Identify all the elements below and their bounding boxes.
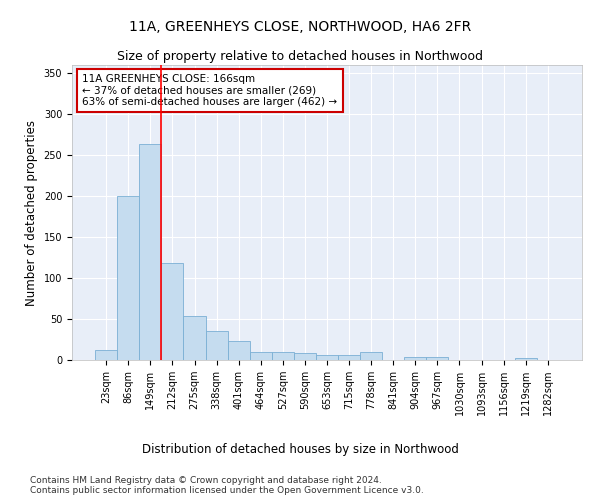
- Y-axis label: Number of detached properties: Number of detached properties: [25, 120, 38, 306]
- Text: Distribution of detached houses by size in Northwood: Distribution of detached houses by size …: [142, 442, 458, 456]
- Bar: [338, 355, 360, 360]
- Bar: [404, 356, 427, 360]
- Bar: [95, 350, 117, 360]
- Bar: [161, 264, 184, 360]
- Bar: [184, 316, 206, 360]
- Bar: [139, 144, 161, 360]
- Bar: [294, 354, 316, 360]
- Bar: [360, 352, 382, 360]
- Bar: [427, 356, 448, 360]
- Bar: [227, 341, 250, 360]
- Bar: [316, 355, 338, 360]
- Bar: [117, 196, 139, 360]
- Text: 11A, GREENHEYS CLOSE, NORTHWOOD, HA6 2FR: 11A, GREENHEYS CLOSE, NORTHWOOD, HA6 2FR: [129, 20, 471, 34]
- Bar: [515, 358, 537, 360]
- Bar: [272, 352, 294, 360]
- Text: Contains HM Land Registry data © Crown copyright and database right 2024.
Contai: Contains HM Land Registry data © Crown c…: [30, 476, 424, 495]
- Bar: [206, 332, 227, 360]
- Text: Size of property relative to detached houses in Northwood: Size of property relative to detached ho…: [117, 50, 483, 63]
- Bar: [250, 352, 272, 360]
- Text: 11A GREENHEYS CLOSE: 166sqm
← 37% of detached houses are smaller (269)
63% of se: 11A GREENHEYS CLOSE: 166sqm ← 37% of det…: [82, 74, 337, 107]
